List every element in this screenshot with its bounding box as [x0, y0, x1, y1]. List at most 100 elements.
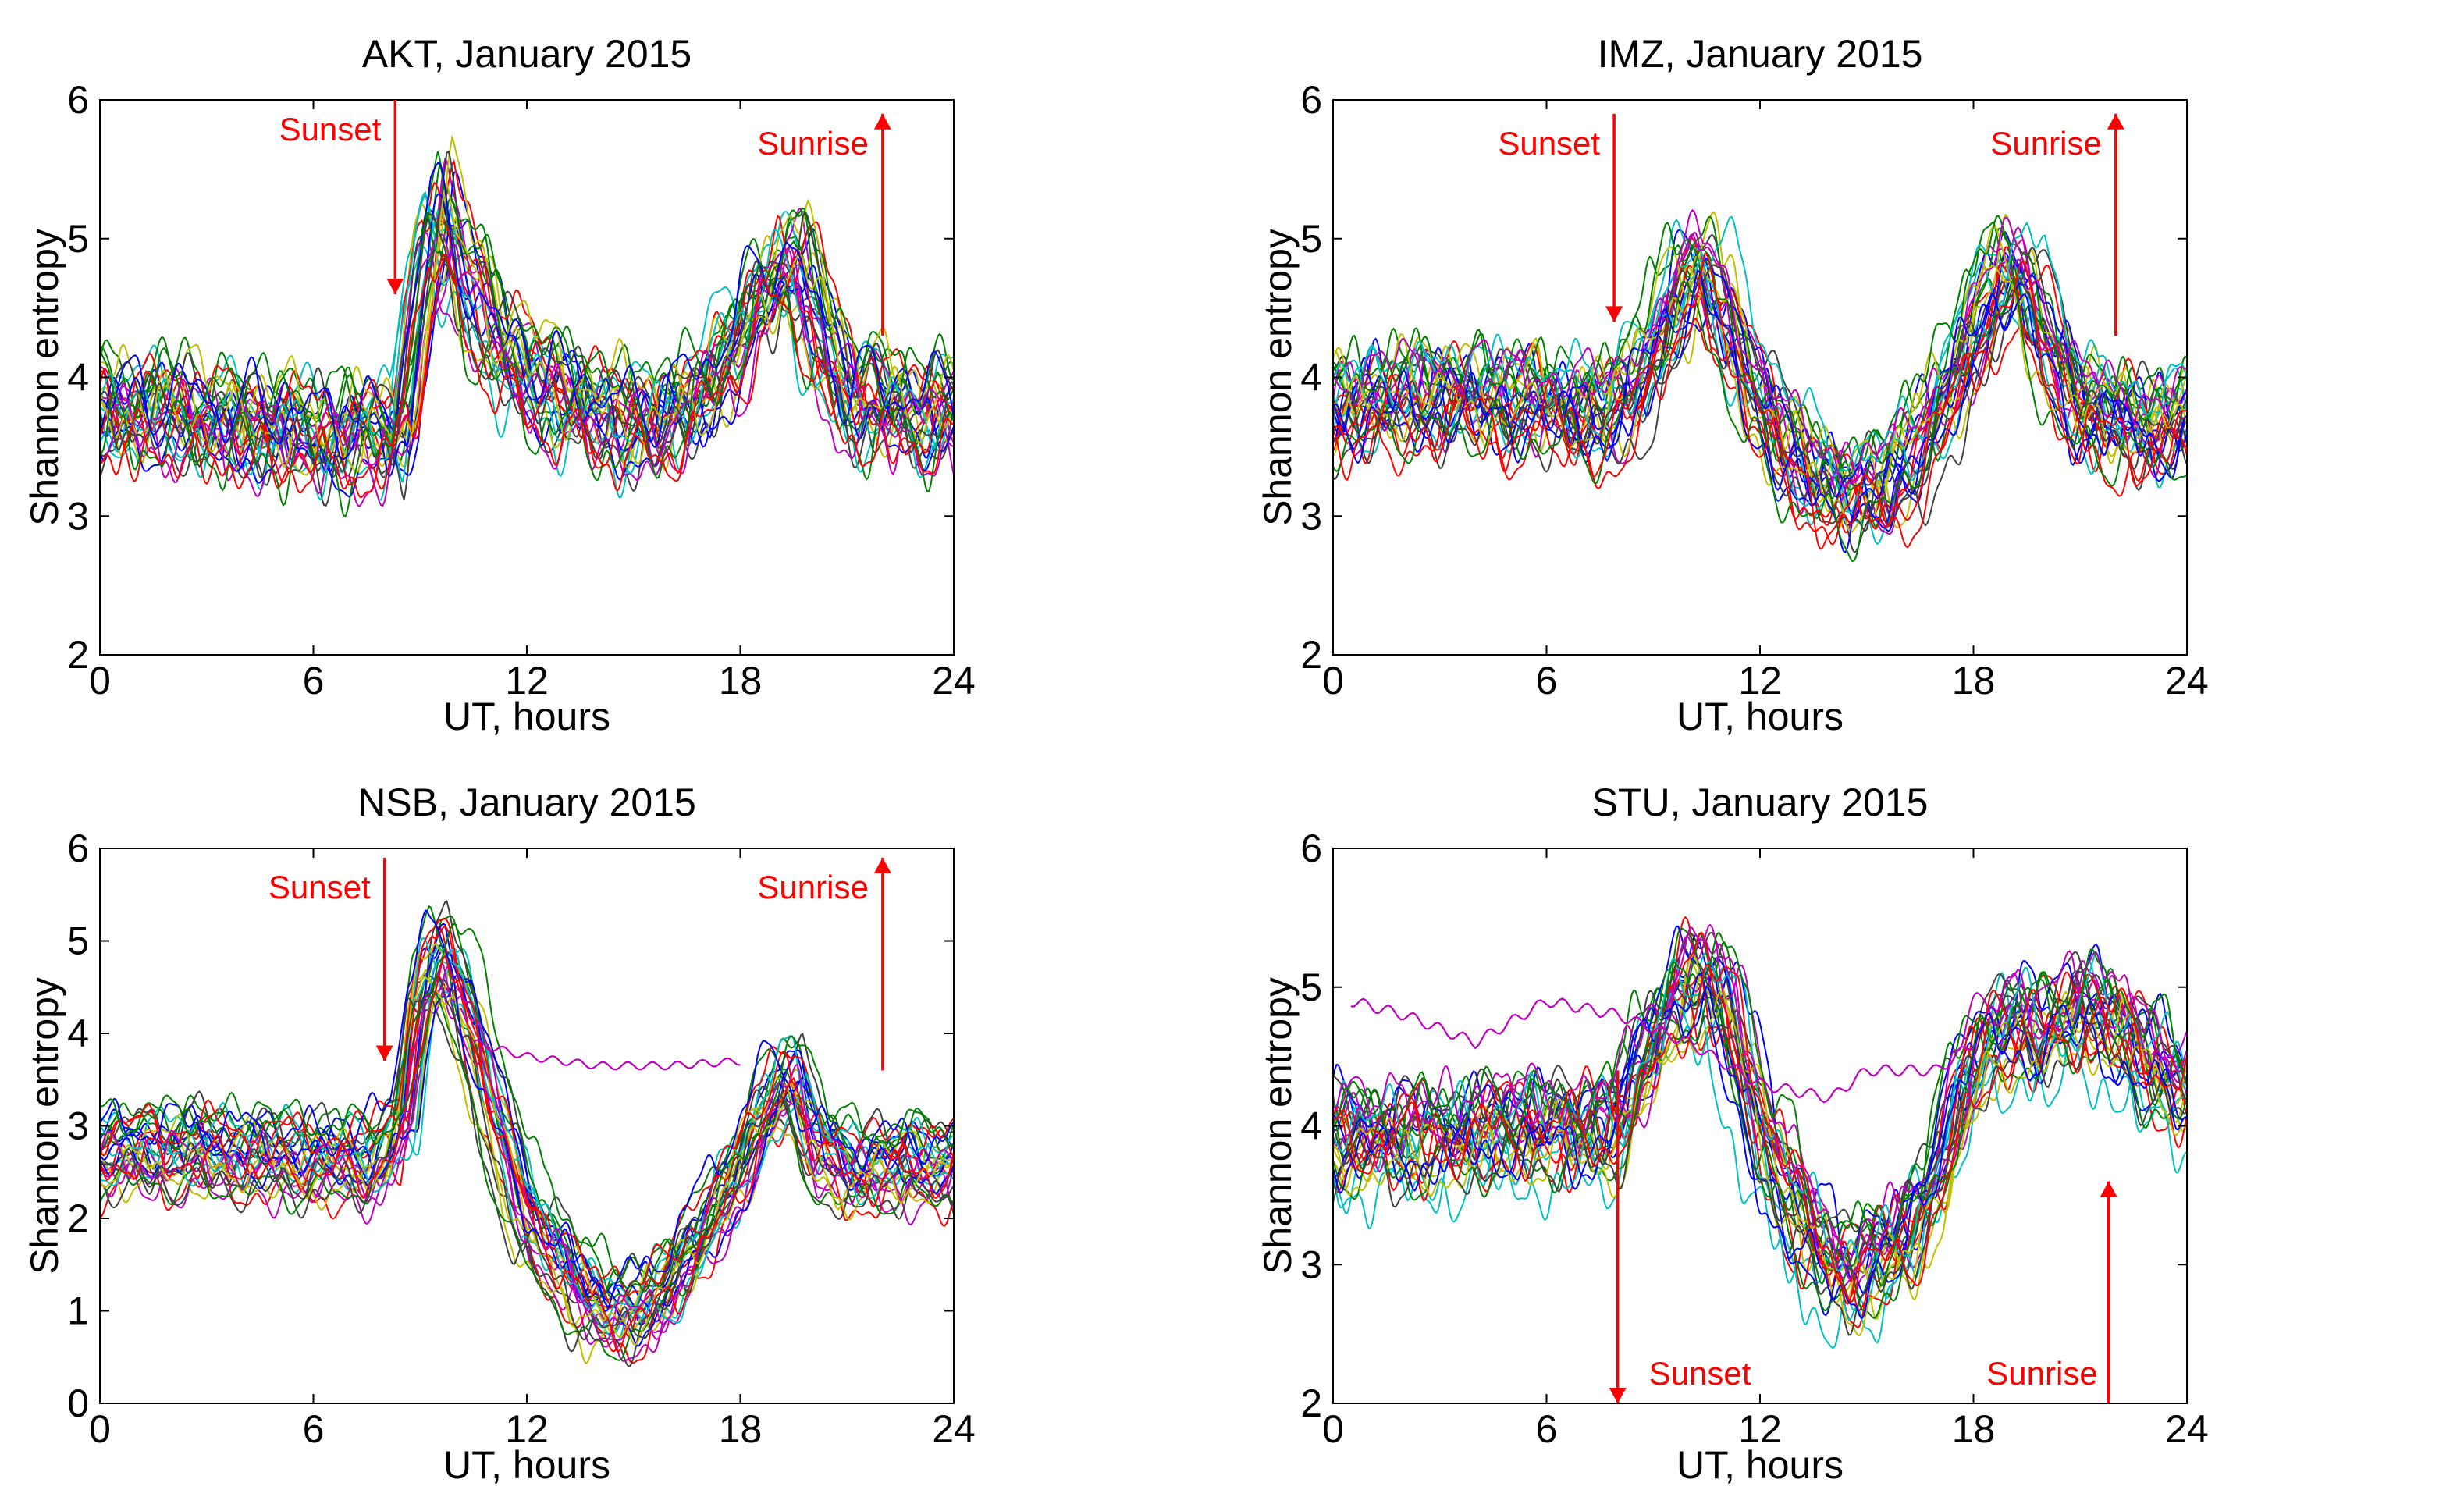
series-group [1333, 208, 2187, 563]
x-tick-label: 6 [1536, 659, 1558, 702]
y-tick-label: 5 [67, 217, 89, 261]
x-tick-label: 12 [1738, 659, 1782, 702]
sunset-arrow-head [386, 278, 404, 294]
sunset-arrow-head [1605, 306, 1623, 322]
series-group [100, 134, 954, 517]
series-line [100, 962, 954, 1342]
y-tick-label: 5 [1300, 217, 1322, 261]
x-axis-label: UT, hours [443, 1443, 610, 1487]
sunset-label: Sunset [279, 111, 382, 148]
y-axis-label: Shannon entropy [1256, 977, 1300, 1275]
series-line [100, 254, 954, 499]
series-line [100, 955, 954, 1353]
sunset-label: Sunset [1649, 1355, 1751, 1392]
series-line [1333, 226, 2187, 503]
y-tick-label: 4 [67, 356, 89, 400]
y-tick-label: 3 [1300, 1243, 1322, 1286]
sunset-label: Sunset [1498, 125, 1600, 162]
x-tick-label: 0 [89, 1407, 111, 1451]
y-tick-label: 2 [1300, 633, 1322, 677]
x-axis-label: UT, hours [443, 695, 610, 738]
y-tick-label: 3 [67, 494, 89, 538]
series-line [1333, 931, 2187, 1287]
y-tick-label: 3 [1300, 494, 1322, 538]
x-axis-label: UT, hours [1676, 1443, 1844, 1487]
chart-title: AKT, January 2015 [362, 32, 692, 76]
y-axis-label: Shannon entropy [23, 977, 66, 1275]
series-line [100, 909, 954, 1313]
series-line [100, 134, 954, 443]
sunset-arrow-head [1609, 1388, 1627, 1403]
sunrise-arrow-head [873, 113, 891, 130]
x-tick-label: 0 [89, 659, 111, 702]
y-tick-label: 6 [67, 827, 89, 870]
series-line [1333, 966, 2187, 1299]
x-tick-label: 0 [1322, 1407, 1344, 1451]
series-line [100, 958, 954, 1329]
series-line [1333, 963, 2187, 1303]
x-tick-label: 24 [932, 659, 976, 702]
chart-panel-stu: STU, January 2015 0 6 12 18 24 2 3 4 5 6 UT, hours S… [1233, 748, 2451, 1497]
y-tick-label: 4 [1300, 356, 1322, 400]
series-line [1333, 268, 2187, 532]
x-tick-label: 12 [505, 659, 549, 702]
chart-title: IMZ, January 2015 [1598, 32, 1923, 76]
series-line [1333, 932, 2187, 1285]
series-line [1333, 1010, 2187, 1336]
series-line [100, 990, 954, 1361]
chart-panel-akt: AKT, January 2015 0 6 12 18 24 2 3 4 5 6 UT, hours S… [0, 0, 1218, 748]
y-tick-label: 3 [67, 1104, 89, 1148]
series-group [100, 900, 954, 1367]
y-tick-label: 2 [67, 1197, 89, 1240]
outlier-line [473, 1039, 741, 1071]
series-line [100, 178, 954, 474]
chart-panel-nsb: NSB, January 2015 0 6 12 18 24 0 1 2 3 4 5 6 UT, hour… [0, 748, 1218, 1497]
sunrise-label: Sunrise [1990, 125, 2101, 162]
x-tick-label: 18 [1952, 659, 1996, 702]
chart-panel-imz: IMZ, January 2015 0 6 12 18 24 2 3 4 5 6 UT, hours S… [1233, 0, 2451, 748]
x-tick-label: 6 [303, 659, 325, 702]
x-tick-label: 18 [719, 1407, 763, 1451]
series-line [100, 150, 954, 439]
series-line [1333, 246, 2187, 534]
series-line [1333, 208, 2187, 487]
y-tick-label: 6 [1300, 78, 1322, 122]
series-line [1333, 926, 2187, 1280]
chart-title: NSB, January 2015 [357, 781, 696, 824]
y-axis-label: Shannon entropy [1256, 229, 1300, 526]
series-line [100, 976, 954, 1346]
y-tick-label: 5 [1300, 965, 1322, 1009]
chart-svg-imz: IMZ, January 2015 0 6 12 18 24 2 3 4 5 6 UT, hours S… [1256, 32, 2209, 738]
series-line [1333, 268, 2187, 553]
series-line [100, 973, 954, 1364]
x-tick-label: 6 [303, 1407, 325, 1451]
y-axis-label: Shannon entropy [23, 229, 66, 526]
y-tick-label: 2 [67, 633, 89, 677]
chart-title: STU, January 2015 [1592, 781, 1929, 824]
x-tick-label: 12 [1738, 1407, 1782, 1451]
sunset-label: Sunset [268, 869, 371, 905]
series-line [100, 213, 954, 478]
sunrise-arrow-head [2107, 113, 2124, 130]
sunrise-label: Sunrise [757, 125, 868, 162]
sunrise-arrow-head [873, 857, 891, 873]
series-line [1333, 1010, 2187, 1344]
series-line [1333, 263, 2187, 534]
sunset-arrow-head [375, 1045, 393, 1061]
series-line [100, 215, 954, 471]
series-line [1333, 280, 2187, 553]
x-tick-label: 18 [719, 659, 763, 702]
series-line [100, 212, 954, 517]
y-tick-label: 6 [67, 78, 89, 122]
series-line [100, 923, 954, 1323]
series-line [100, 254, 954, 498]
x-tick-label: 18 [1952, 1407, 1996, 1451]
series-line [100, 208, 954, 475]
series-line [100, 957, 954, 1335]
y-tick-label: 0 [67, 1381, 89, 1425]
series-line [1333, 279, 2187, 563]
sunrise-label: Sunrise [757, 869, 868, 905]
x-tick-label: 12 [505, 1407, 549, 1451]
series-line [100, 976, 954, 1341]
